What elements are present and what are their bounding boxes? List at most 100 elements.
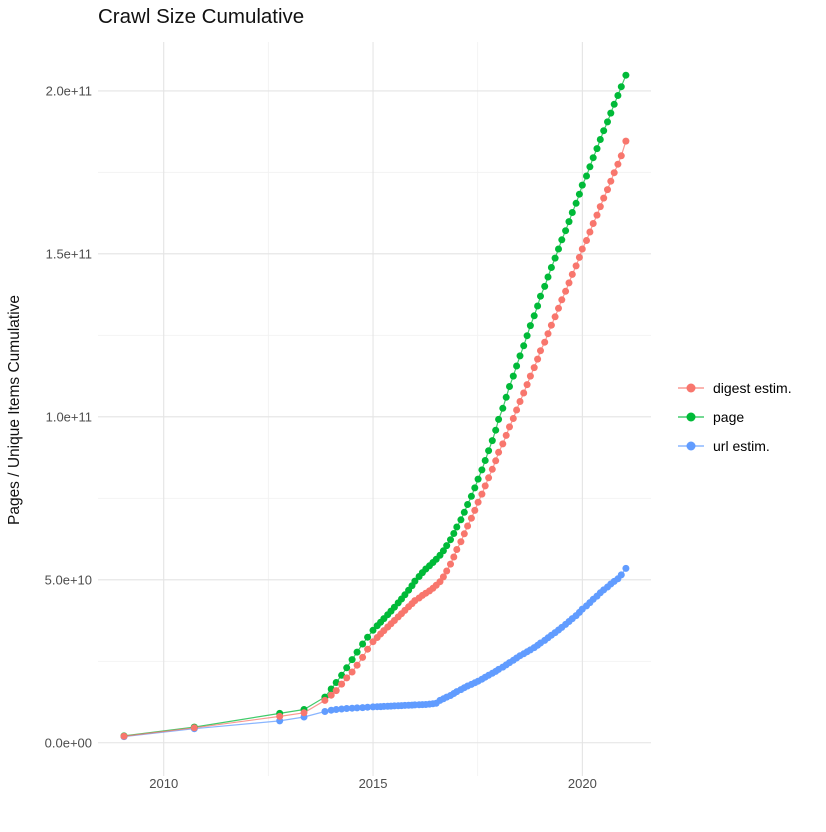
data-point-digestestim <box>617 152 625 160</box>
data-point-digestestim <box>583 237 590 244</box>
data-point-page <box>485 447 493 455</box>
data-point-digestestim <box>547 321 555 329</box>
data-point-page <box>544 273 552 281</box>
data-point-page <box>450 530 458 537</box>
data-point-digestestim <box>457 538 465 546</box>
data-point-page <box>555 245 562 253</box>
x-tick-label: 2020 <box>568 776 597 791</box>
data-point-page <box>526 322 534 330</box>
data-point-digestestim <box>485 474 493 482</box>
data-point-digestestim <box>523 381 531 389</box>
data-point-digestestim <box>575 253 583 261</box>
data-point-page <box>589 154 597 162</box>
data-point-page <box>364 633 372 641</box>
data-point-page <box>575 190 583 198</box>
data-point-page <box>471 484 479 492</box>
data-point-page <box>492 426 500 434</box>
data-point-page <box>593 145 601 153</box>
data-point-page <box>467 492 475 500</box>
data-point-digestestim <box>572 262 580 270</box>
data-point-digestestim <box>551 313 559 321</box>
data-point-digestestim <box>321 696 329 704</box>
legend-label: digest estim. <box>713 380 792 396</box>
series-line-urlestim <box>123 568 627 738</box>
data-point-page <box>572 199 580 207</box>
data-point-page <box>547 264 555 271</box>
data-point-digestestim <box>604 186 611 194</box>
data-point-digestestim <box>541 338 549 346</box>
data-point-page <box>578 181 586 189</box>
data-point-page <box>568 209 576 216</box>
data-point-urlestim <box>617 571 625 579</box>
data-point-page <box>516 352 524 360</box>
x-tick-label: 2010 <box>149 776 178 791</box>
data-point-digestestim <box>353 661 361 669</box>
legend-key-point <box>686 412 696 422</box>
legend-key-digest-icon <box>678 383 704 393</box>
data-point-urlestim <box>348 704 356 712</box>
y-tick-label: 1.0e+11 <box>46 409 92 424</box>
legend-key-point <box>686 383 696 393</box>
data-point-digestestim <box>190 724 198 732</box>
data-point-page <box>565 218 573 226</box>
gridlines-major <box>98 42 651 776</box>
y-tick-label: 0.0e+00 <box>45 735 92 750</box>
data-point-page <box>523 332 531 340</box>
data-point-digestestim <box>516 398 524 405</box>
data-point-digestestim <box>453 546 461 553</box>
data-point-digestestim <box>338 680 346 688</box>
data-point-page <box>622 71 630 79</box>
data-point-digestestim <box>343 674 351 682</box>
data-point-page <box>562 227 570 235</box>
data-point-page <box>551 254 559 262</box>
legend-label: page <box>713 409 745 425</box>
data-point-page <box>348 656 356 664</box>
data-point-digestestim <box>120 732 128 740</box>
y-axis-title: Pages / Unique Items Cumulative <box>6 294 23 526</box>
data-point-page <box>443 542 451 550</box>
data-point-digestestim <box>509 415 517 422</box>
data-point-urlestim <box>338 705 346 713</box>
data-point-page <box>513 362 521 370</box>
data-point-digestestim <box>610 169 618 177</box>
data-point-page <box>369 626 377 634</box>
data-point-page <box>488 437 496 445</box>
series-points <box>120 71 630 741</box>
data-point-urlestim <box>332 706 340 713</box>
legend-item-url-estim: url estim. <box>676 438 792 454</box>
data-point-page <box>537 292 544 300</box>
data-point-digestestim <box>471 506 479 514</box>
data-point-digestestim <box>565 279 573 287</box>
data-point-page <box>460 508 468 516</box>
data-point-digestestim <box>495 448 503 456</box>
data-point-digestestim <box>460 530 468 538</box>
data-point-digestestim <box>600 194 608 202</box>
data-point-digestestim <box>464 522 472 530</box>
legend-item-page: page <box>676 409 792 425</box>
data-point-page <box>534 302 542 310</box>
data-point-page <box>596 136 604 143</box>
data-point-digestestim <box>499 440 507 448</box>
data-point-digestestim <box>478 490 486 498</box>
y-tick-label: 2.0e+11 <box>46 83 92 98</box>
series-line-digestestim <box>123 140 627 737</box>
data-point-digestestim <box>607 177 615 185</box>
data-point-urlestim <box>364 703 372 711</box>
data-point-digestestim <box>513 406 521 414</box>
data-point-page <box>604 118 611 126</box>
data-point-digestestim <box>558 296 566 304</box>
legend-item-digest-estim: digest estim. <box>676 380 792 396</box>
data-point-urlestim <box>622 564 630 572</box>
data-point-page <box>509 372 517 380</box>
y-tick-label: 1.5e+11 <box>46 246 92 261</box>
data-point-digestestim <box>530 364 538 372</box>
data-point-page <box>607 109 615 117</box>
data-point-page <box>439 547 447 555</box>
data-point-page <box>614 92 622 99</box>
data-point-digestestim <box>596 203 604 211</box>
data-point-digestestim <box>327 691 335 699</box>
data-point-page <box>332 679 340 686</box>
axis-tick-labels: 0.0e+00 5.0e+10 1.0e+11 1.5e+11 2.0e+11 2010 2… <box>45 83 597 791</box>
data-point-page <box>343 664 351 672</box>
